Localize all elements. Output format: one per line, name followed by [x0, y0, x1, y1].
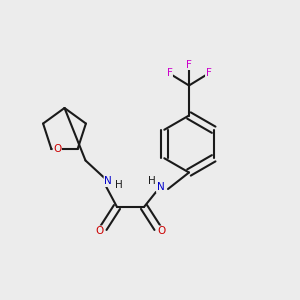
Text: O: O	[158, 226, 166, 236]
Text: F: F	[167, 68, 172, 79]
Text: O: O	[53, 144, 61, 154]
Text: O: O	[95, 226, 103, 236]
Text: F: F	[206, 68, 212, 79]
Text: N: N	[104, 176, 112, 187]
Text: F: F	[186, 59, 192, 70]
Text: H: H	[115, 179, 122, 190]
Text: H: H	[148, 176, 156, 187]
Text: N: N	[157, 182, 164, 193]
